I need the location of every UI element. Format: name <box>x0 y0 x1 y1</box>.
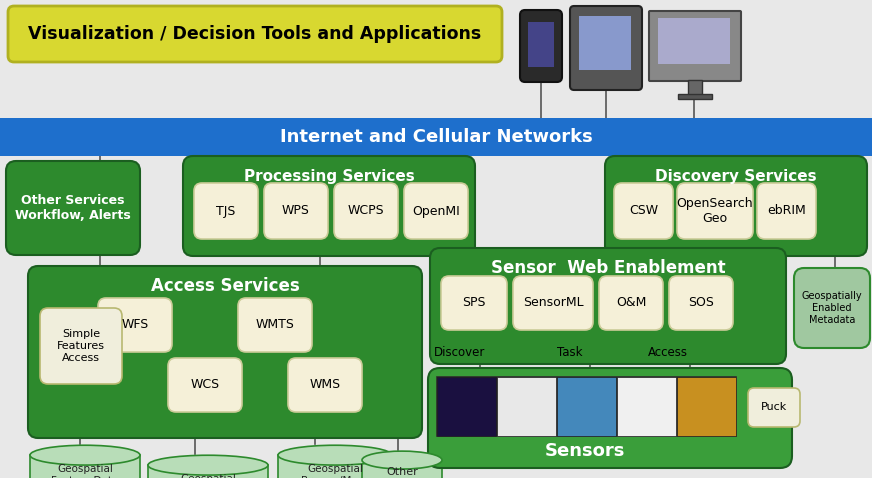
Bar <box>496 377 555 435</box>
Text: Access Services: Access Services <box>151 277 299 295</box>
Text: Geospatial
Feature Data: Geospatial Feature Data <box>51 464 119 478</box>
FancyBboxPatch shape <box>8 6 502 62</box>
Text: OpenSearch
Geo: OpenSearch Geo <box>677 197 753 225</box>
Text: Puck: Puck <box>761 402 787 413</box>
Text: Simple
Features
Access: Simple Features Access <box>57 329 105 363</box>
FancyBboxPatch shape <box>441 276 507 330</box>
FancyBboxPatch shape <box>288 358 362 412</box>
Text: Discover: Discover <box>434 346 486 358</box>
Bar <box>556 377 616 435</box>
Ellipse shape <box>362 451 442 469</box>
Bar <box>617 377 676 435</box>
Text: TJS: TJS <box>216 205 235 217</box>
Bar <box>30 455 140 478</box>
FancyBboxPatch shape <box>794 268 870 348</box>
FancyBboxPatch shape <box>669 276 733 330</box>
FancyBboxPatch shape <box>28 266 422 438</box>
Bar <box>579 16 631 70</box>
Text: WPS: WPS <box>282 205 310 217</box>
FancyBboxPatch shape <box>430 248 786 364</box>
FancyBboxPatch shape <box>570 6 642 90</box>
FancyBboxPatch shape <box>168 358 242 412</box>
Bar <box>658 18 730 64</box>
Text: Sensor  Web Enablement: Sensor Web Enablement <box>491 259 726 277</box>
FancyBboxPatch shape <box>757 183 816 239</box>
Ellipse shape <box>30 445 140 465</box>
FancyBboxPatch shape <box>0 118 872 156</box>
Text: Geospatial
Browse/Maps: Geospatial Browse/Maps <box>301 464 370 478</box>
FancyBboxPatch shape <box>40 308 122 384</box>
Bar <box>677 377 735 435</box>
Text: CSW: CSW <box>629 205 658 217</box>
Text: Task: Task <box>557 346 582 358</box>
Ellipse shape <box>278 445 392 465</box>
FancyBboxPatch shape <box>183 156 475 256</box>
Text: Processing Services: Processing Services <box>243 169 414 184</box>
FancyBboxPatch shape <box>614 183 673 239</box>
FancyBboxPatch shape <box>649 11 741 81</box>
Text: Sensors: Sensors <box>545 442 625 460</box>
FancyBboxPatch shape <box>6 161 140 255</box>
Text: WMS: WMS <box>310 379 341 391</box>
Text: Discovery Services: Discovery Services <box>655 169 817 184</box>
Bar <box>278 455 392 478</box>
Bar <box>437 377 495 435</box>
FancyBboxPatch shape <box>98 298 172 352</box>
Text: WCS: WCS <box>190 379 220 391</box>
FancyBboxPatch shape <box>605 156 867 256</box>
Text: Visualization / Decision Tools and Applications: Visualization / Decision Tools and Appli… <box>29 25 481 43</box>
Bar <box>362 460 442 478</box>
Ellipse shape <box>148 455 268 475</box>
Text: O&M: O&M <box>616 296 646 309</box>
Bar <box>436 376 736 436</box>
Text: Other
Data: Other Data <box>386 467 418 478</box>
Text: Other Services
Workflow, Alerts: Other Services Workflow, Alerts <box>15 194 131 222</box>
Text: SPS: SPS <box>462 296 486 309</box>
Text: WMTS: WMTS <box>255 318 295 332</box>
Text: Geospatially
Enabled
Metadata: Geospatially Enabled Metadata <box>801 292 862 325</box>
FancyBboxPatch shape <box>677 183 753 239</box>
FancyBboxPatch shape <box>334 183 398 239</box>
FancyBboxPatch shape <box>404 183 468 239</box>
Text: SOS: SOS <box>688 296 714 309</box>
Text: WCPS: WCPS <box>348 205 385 217</box>
Bar <box>688 80 702 96</box>
Bar <box>678 94 712 99</box>
FancyBboxPatch shape <box>194 183 258 239</box>
Text: Geospatial
Coverage Data: Geospatial Coverage Data <box>169 474 247 478</box>
FancyBboxPatch shape <box>264 183 328 239</box>
Text: Internet and Cellular Networks: Internet and Cellular Networks <box>280 128 592 146</box>
Bar <box>528 22 554 67</box>
Text: ebRIM: ebRIM <box>767 205 806 217</box>
Text: Access: Access <box>648 346 688 358</box>
FancyBboxPatch shape <box>599 276 663 330</box>
FancyBboxPatch shape <box>428 368 792 468</box>
FancyBboxPatch shape <box>238 298 312 352</box>
FancyBboxPatch shape <box>520 10 562 82</box>
FancyBboxPatch shape <box>513 276 593 330</box>
FancyBboxPatch shape <box>748 388 800 427</box>
Text: SensorML: SensorML <box>522 296 583 309</box>
Text: WFS: WFS <box>121 318 148 332</box>
Text: OpenMI: OpenMI <box>412 205 460 217</box>
Bar <box>148 465 268 478</box>
